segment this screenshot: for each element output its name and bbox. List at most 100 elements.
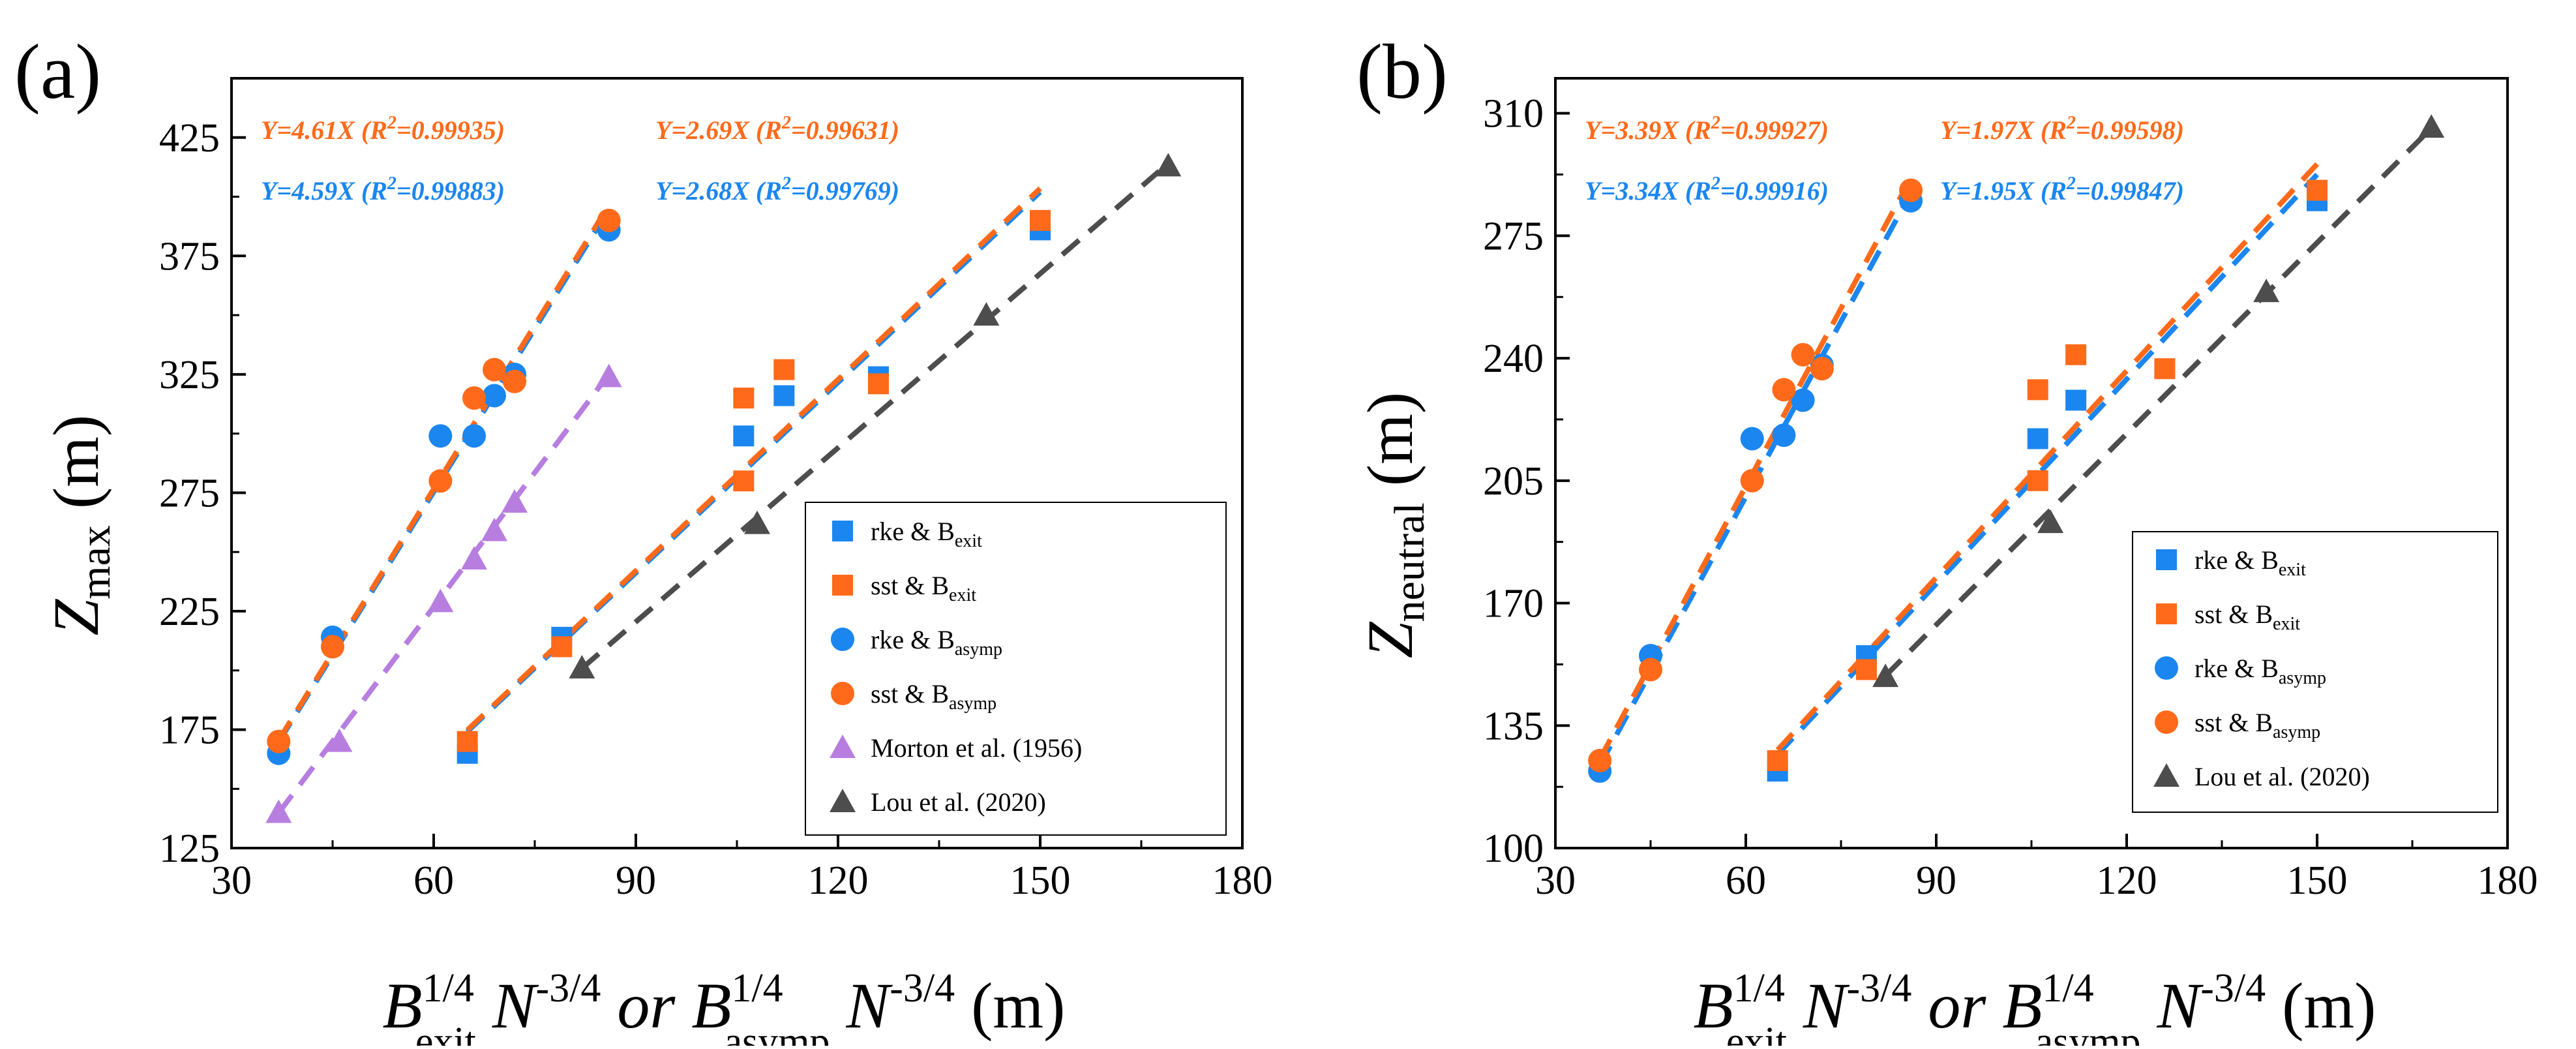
- y-tick-label: 375: [159, 234, 220, 279]
- y-tick-label: 135: [1483, 704, 1544, 748]
- point-morton: [502, 489, 528, 513]
- legend-marker-rke-asymp: [831, 628, 854, 651]
- point-sst_asymp: [1740, 468, 1764, 493]
- point-sst_exit: [1767, 750, 1788, 771]
- panel-b-ylabel-main: Z: [1354, 621, 1426, 658]
- point-sst_asymp: [1899, 178, 1923, 202]
- y-tick-label: 170: [1483, 582, 1544, 626]
- panel-b: (b) Zneutral (m) B1/4 exit N-3/4 or B1/4 a…: [1354, 28, 2538, 1049]
- point-sst_asymp: [483, 357, 506, 382]
- legend-b-marker-rke-asymp: [2155, 656, 2178, 680]
- legend-label-morton: Morton et al. (1956): [871, 733, 1082, 763]
- xlabel-or: or: [601, 969, 691, 1042]
- legend-marker-lou: [830, 789, 856, 812]
- legend-b-label-lou: Lou et al. (2020): [2194, 762, 2370, 791]
- panel-a-legend-box: [805, 502, 1227, 836]
- point-sst_exit: [733, 470, 755, 492]
- point-sst_asymp: [1810, 357, 1834, 381]
- y-tick-label: 275: [159, 471, 220, 515]
- xlabel-sup2: 1/4: [731, 966, 783, 1011]
- panel-b-ylabel-sub: neutral: [1386, 502, 1433, 622]
- point-sst_exit: [773, 359, 795, 380]
- panel-b-label: (b): [1356, 28, 1448, 115]
- legend-label-rke-asymp: rke & Basymp: [871, 625, 1002, 660]
- y-tick-label: 100: [1483, 827, 1544, 871]
- point-lou: [569, 655, 595, 679]
- panel-b-legend: rke & Bexit sst & Bexit rke & Basymp sst…: [2132, 531, 2498, 813]
- x-tick-label: 180: [2478, 859, 2538, 903]
- point-sst_asymp: [503, 369, 526, 393]
- legend-marker-rke-exit: [832, 521, 853, 541]
- fit-line-lou_fit: [580, 161, 1170, 671]
- panel-b-xlabel: B1/4 exit N-3/4 or B1/4 asymp N-3/4 (m): [1694, 966, 2376, 1046]
- panel-b-frame: [1554, 77, 2509, 849]
- legend-label-sst-asymp: sst & Basymp: [871, 679, 996, 714]
- xlabel-nsup2: -3/4: [890, 966, 955, 1011]
- panel-a-ann-rke-exit: Y=4.59X (R2=0.99883): [261, 174, 505, 205]
- x-tick-label: 60: [413, 859, 454, 903]
- panel-a-plot: 30 60 90 120 150 180 125 175 225 275 325 375 425: [159, 116, 1273, 903]
- x-tick-label: 180: [1212, 859, 1273, 903]
- xlabel-b2: B: [691, 969, 731, 1042]
- xlabel-b-unit: (m): [2266, 969, 2376, 1042]
- point-morton: [427, 588, 454, 613]
- xlabel-b-sup1: 1/4: [1733, 966, 1785, 1011]
- panel-a-ylabel-sub: max: [72, 525, 119, 600]
- y-tick-label: 125: [159, 827, 220, 871]
- y-tick-label: 175: [159, 708, 220, 752]
- legend-b-label-sst-asymp: sst & Basymp: [2194, 708, 2320, 742]
- point-lou: [973, 302, 1000, 326]
- legend-b-marker-rke-exit: [2156, 549, 2177, 570]
- x-tick-label: 90: [1916, 859, 1956, 903]
- xlabel-b-sup2: 1/4: [2042, 966, 2093, 1011]
- x-tick-label: 30: [1535, 859, 1576, 903]
- xlabel-b-n1: N: [1787, 969, 1850, 1042]
- x-tick-label: 30: [211, 859, 252, 903]
- x-tick-label: 120: [808, 859, 869, 903]
- fit-line-lou_fit: [1883, 126, 2434, 678]
- point-sst_exit: [2065, 344, 2087, 365]
- point-sst_asymp: [1588, 748, 1612, 772]
- y-tick-label: 425: [159, 116, 220, 160]
- panel-a-ylabel-unit: (m): [40, 415, 112, 525]
- legend-b-label-sst-exit: sst & Bexit: [2194, 600, 2300, 634]
- y-tick-label: 310: [1483, 92, 1544, 136]
- point-sst_asymp: [267, 729, 291, 753]
- legend-b-label-rke-exit: rke & Bexit: [2194, 545, 2306, 580]
- xlabel-b1: B: [383, 969, 423, 1042]
- point-morton: [326, 728, 353, 752]
- xlabel-sub1: exit: [415, 1020, 476, 1046]
- xlabel-b-sub2: asymp: [2035, 1020, 2141, 1046]
- xlabel-nsup1: -3/4: [536, 966, 601, 1011]
- point-rke_exit: [2065, 389, 2087, 411]
- x-tick-label: 90: [616, 859, 656, 903]
- xlabel-b-nsup2: -3/4: [2200, 966, 2266, 1011]
- panel-a-xlabel: B1/4 exit N-3/4 or B1/4 asymp N-3/4 (m): [383, 966, 1066, 1046]
- y-tick-label: 240: [1483, 337, 1544, 381]
- point-sst_asymp: [1791, 342, 1815, 367]
- legend-b-marker-sst-exit: [2156, 603, 2177, 624]
- legend-b-marker-sst-asymp: [2155, 710, 2178, 734]
- fit-line-rke_asymp_fit: [1775, 172, 2319, 757]
- legend-marker-sst-asymp: [831, 682, 854, 705]
- xlabel-b-or: or: [1911, 969, 2002, 1042]
- point-sst_asymp: [1772, 378, 1796, 402]
- point-rke_exit: [2027, 428, 2048, 449]
- point-sst_exit: [1855, 659, 1877, 680]
- panel-a-label: (a): [14, 28, 101, 115]
- point-sst_exit: [2027, 470, 2048, 491]
- panel-a-ann-sst-asymp: Y=2.69X (R2=0.99631): [655, 113, 899, 145]
- point-rke_asymp: [1791, 388, 1815, 412]
- xlabel-n1: N: [476, 969, 539, 1042]
- x-tick-label: 120: [2097, 859, 2157, 903]
- panel-a-ann-rke-asymp: Y=2.68X (R2=0.99769): [655, 174, 899, 205]
- point-lou: [1155, 153, 1182, 177]
- panel-b-ann-sst-asymp: Y=1.97X (R2=0.99598): [1940, 113, 2184, 145]
- panel-b-legend-box: [2132, 531, 2498, 813]
- point-rke_asymp: [428, 424, 453, 448]
- xlabel-sub2: asymp: [725, 1020, 830, 1046]
- point-sst_exit: [551, 636, 573, 658]
- point-rke_exit: [773, 385, 795, 406]
